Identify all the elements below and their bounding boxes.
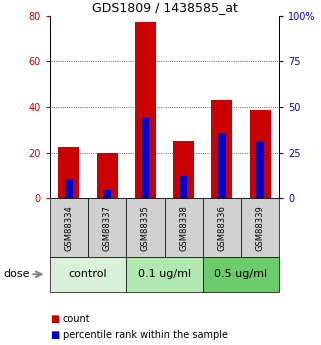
Bar (203, 257, 279, 292)
Bar (97, 152, 118, 198)
Bar (250, 110, 271, 198)
Text: 0.1 ug/ml: 0.1 ug/ml (138, 269, 191, 279)
Text: GSM88335: GSM88335 (141, 205, 150, 250)
Bar (88, 198, 126, 257)
Bar (211, 100, 232, 198)
Text: GSM88339: GSM88339 (256, 205, 265, 250)
Bar (218, 134, 226, 198)
Text: GSM88336: GSM88336 (217, 205, 226, 250)
Bar (135, 22, 156, 198)
Bar (142, 118, 149, 198)
Bar (65, 179, 73, 198)
Text: ■: ■ (50, 314, 59, 324)
Bar (164, 198, 203, 257)
Bar (103, 190, 111, 198)
Bar (256, 141, 264, 198)
Text: dose: dose (3, 269, 30, 279)
Text: 0.5 ug/ml: 0.5 ug/ml (214, 269, 268, 279)
Bar (58, 147, 79, 198)
Bar (50, 198, 88, 257)
Text: ■: ■ (50, 330, 59, 339)
Text: GSM88334: GSM88334 (65, 205, 74, 250)
Text: GSM88337: GSM88337 (103, 205, 112, 250)
Bar (126, 198, 164, 257)
Bar (203, 198, 241, 257)
Text: percentile rank within the sample: percentile rank within the sample (63, 330, 228, 339)
Text: control: control (69, 269, 107, 279)
Bar (126, 257, 203, 292)
Bar (241, 198, 279, 257)
Bar (180, 176, 187, 198)
Bar (173, 141, 194, 198)
Text: count: count (63, 314, 90, 324)
Title: GDS1809 / 1438585_at: GDS1809 / 1438585_at (91, 1, 238, 14)
Bar (50, 257, 126, 292)
Text: GSM88338: GSM88338 (179, 205, 188, 250)
